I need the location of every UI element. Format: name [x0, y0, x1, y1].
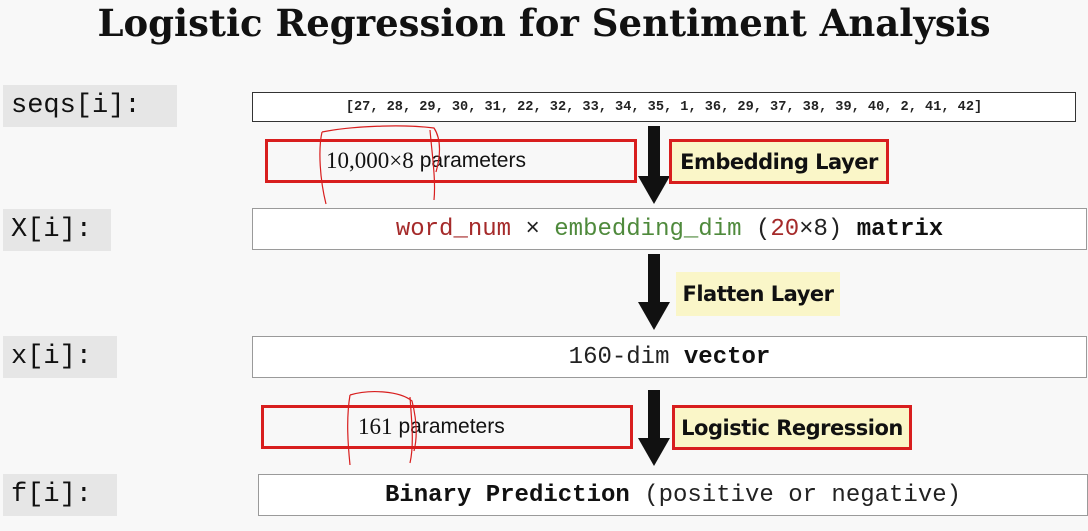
arrow-down-icon [638, 254, 670, 330]
f-label: f[i]: [3, 474, 117, 516]
word-num-text: word_num [395, 215, 512, 243]
X-label: X[i]: [3, 209, 111, 251]
seqs-label: seqs[i]: [3, 85, 177, 127]
embedding-scribble [319, 125, 441, 205]
embedding-dim-text: embedding_dim [554, 215, 742, 243]
times-symbol: × [525, 215, 540, 243]
seqs-value: [27, 28, 29, 30, 31, 22, 32, 33, 34, 35,… [345, 99, 983, 115]
matrix-text: matrix [856, 215, 944, 243]
logistic-params-word: parameters [398, 415, 505, 438]
seqs-box: [27, 28, 29, 30, 31, 22, 32, 33, 34, 35,… [252, 92, 1076, 122]
shape-cols: ×8) [799, 215, 843, 243]
X-box: word_num × embedding_dim (20 ×8) matrix [252, 208, 1087, 250]
embedding-params-word: parameters [419, 149, 526, 172]
logistic-regression-label: Logistic Regression [672, 405, 912, 450]
slide-title: Logistic Regression for Sentiment Analys… [97, 1, 991, 45]
prediction-note: (positive or negative) [644, 481, 962, 509]
dim-text: 160-dim [568, 343, 670, 371]
shape-rows: 20 [770, 215, 800, 243]
vector-text: vector [683, 343, 771, 371]
embedding-params-num: 10,000×8 [326, 148, 414, 173]
embedding-params-box: 10,000×8 parameters [265, 139, 637, 183]
embedding-layer-label: Embedding Layer [669, 139, 889, 184]
shape-open: ( [755, 215, 771, 243]
arrow-down-icon [638, 390, 670, 466]
prediction-text: Binary Prediction [384, 481, 630, 509]
logistic-params-box: 161 parameters [261, 405, 633, 449]
logistic-params-num: 161 [358, 414, 393, 439]
logistic-scribble [347, 391, 417, 466]
x-box: 160-dim vector [252, 336, 1087, 378]
f-box: Binary Prediction (positive or negative) [258, 474, 1088, 516]
x-label: x[i]: [3, 336, 117, 378]
flatten-layer-label: Flatten Layer [676, 272, 840, 316]
arrow-down-icon [638, 126, 670, 204]
